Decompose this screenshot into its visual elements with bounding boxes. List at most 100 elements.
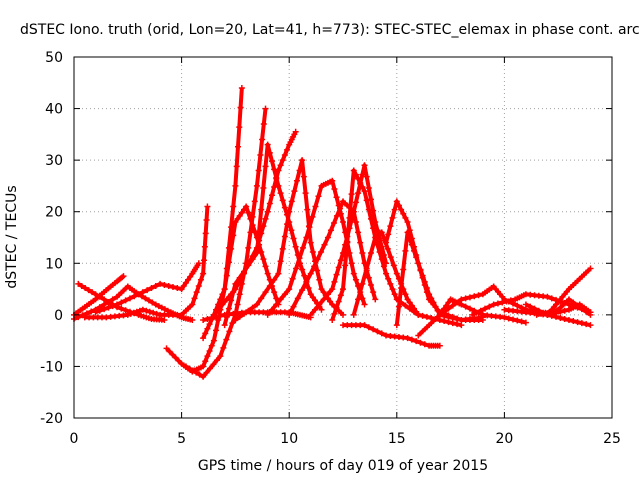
- data-point: [350, 167, 357, 174]
- data-point: [327, 298, 334, 305]
- data-point: [311, 263, 318, 270]
- data-point: [346, 214, 353, 221]
- data-point: [271, 183, 278, 190]
- data-point: [210, 337, 217, 344]
- data-point: [236, 274, 243, 281]
- y-tick-label: 50: [45, 50, 63, 66]
- data-point: [200, 373, 207, 380]
- chart-title: dSTEC Iono. truth (orid, Lon=20, Lat=41,…: [20, 22, 640, 38]
- data-point: [286, 286, 293, 293]
- data-point: [335, 264, 342, 271]
- data-point: [359, 249, 366, 256]
- data-point: [314, 267, 321, 274]
- data-point: [419, 274, 426, 281]
- data-point: [251, 198, 258, 205]
- data-point: [203, 216, 210, 223]
- data-point: [583, 321, 590, 328]
- data-point: [268, 192, 275, 199]
- data-point: [225, 305, 232, 312]
- data-point: [473, 309, 480, 316]
- series-arc: [182, 105, 269, 380]
- data-point: [359, 280, 366, 287]
- data-point: [257, 151, 264, 158]
- data-point: [404, 335, 411, 342]
- data-point: [374, 328, 381, 335]
- data-point: [312, 306, 319, 313]
- data-point: [268, 306, 275, 313]
- y-tick-label: 30: [45, 153, 63, 169]
- data-point: [350, 311, 357, 318]
- data-point: [307, 311, 314, 318]
- data-point: [161, 281, 168, 288]
- data-point: [443, 302, 450, 309]
- data-point: [384, 245, 391, 252]
- data-point: [172, 354, 179, 361]
- data-point: [233, 163, 240, 170]
- data-point: [175, 357, 182, 364]
- data-point: [501, 314, 508, 321]
- data-point: [316, 276, 323, 283]
- data-point: [232, 182, 239, 189]
- data-point: [557, 308, 564, 315]
- data-point: [217, 353, 224, 360]
- y-axis-label: dSTEC / TECUs: [4, 185, 20, 288]
- data-point: [228, 245, 235, 252]
- data-point: [421, 341, 428, 348]
- data-point: [363, 265, 370, 272]
- data-point: [337, 257, 344, 264]
- data-point: [522, 319, 529, 326]
- axis-ticks: 0 5 10 15 20 25 -20 -10 0 10 20 30 40 50: [40, 50, 621, 447]
- data-point: [143, 307, 150, 314]
- data-point: [249, 256, 256, 263]
- data-point: [387, 254, 394, 261]
- data-point: [299, 157, 306, 164]
- data-point: [333, 304, 340, 311]
- data-point: [361, 188, 368, 195]
- data-point: [436, 317, 443, 324]
- series-arc: [92, 260, 202, 316]
- data-point: [445, 319, 452, 326]
- data-point: [309, 213, 316, 220]
- data-point: [234, 301, 241, 308]
- data-point: [466, 294, 473, 301]
- data-point: [253, 249, 260, 256]
- data-point: [105, 298, 112, 305]
- data-point: [363, 173, 370, 180]
- data-point: [417, 267, 424, 274]
- data-point: [288, 198, 295, 205]
- data-point: [570, 318, 577, 325]
- data-point: [135, 291, 142, 298]
- data-point: [195, 282, 202, 289]
- data-point: [281, 233, 288, 240]
- data-point: [309, 248, 316, 255]
- data-point: [281, 291, 288, 298]
- data-point: [92, 309, 99, 316]
- data-point: [363, 197, 370, 204]
- data-point: [266, 282, 273, 289]
- data-point: [303, 234, 310, 241]
- data-point: [436, 311, 443, 318]
- data-point: [587, 265, 594, 272]
- data-point: [454, 315, 461, 322]
- data-point: [423, 324, 430, 331]
- data-point: [221, 286, 228, 293]
- data-point: [166, 348, 173, 355]
- data-point: [161, 317, 168, 324]
- data-point: [315, 193, 322, 200]
- data-point: [230, 203, 237, 210]
- data-point: [449, 302, 456, 309]
- data-point: [441, 308, 448, 315]
- data-point: [193, 289, 200, 296]
- data-point: [387, 223, 394, 230]
- data-point: [331, 310, 338, 317]
- data-point: [293, 177, 300, 184]
- data-point: [262, 105, 269, 112]
- data-point: [148, 285, 155, 292]
- data-point: [133, 308, 140, 315]
- data-point: [266, 149, 273, 156]
- y-tick-label: -20: [40, 411, 63, 427]
- data-point: [578, 320, 585, 327]
- data-point: [415, 260, 422, 267]
- data-point: [273, 174, 280, 181]
- data-point: [372, 296, 379, 303]
